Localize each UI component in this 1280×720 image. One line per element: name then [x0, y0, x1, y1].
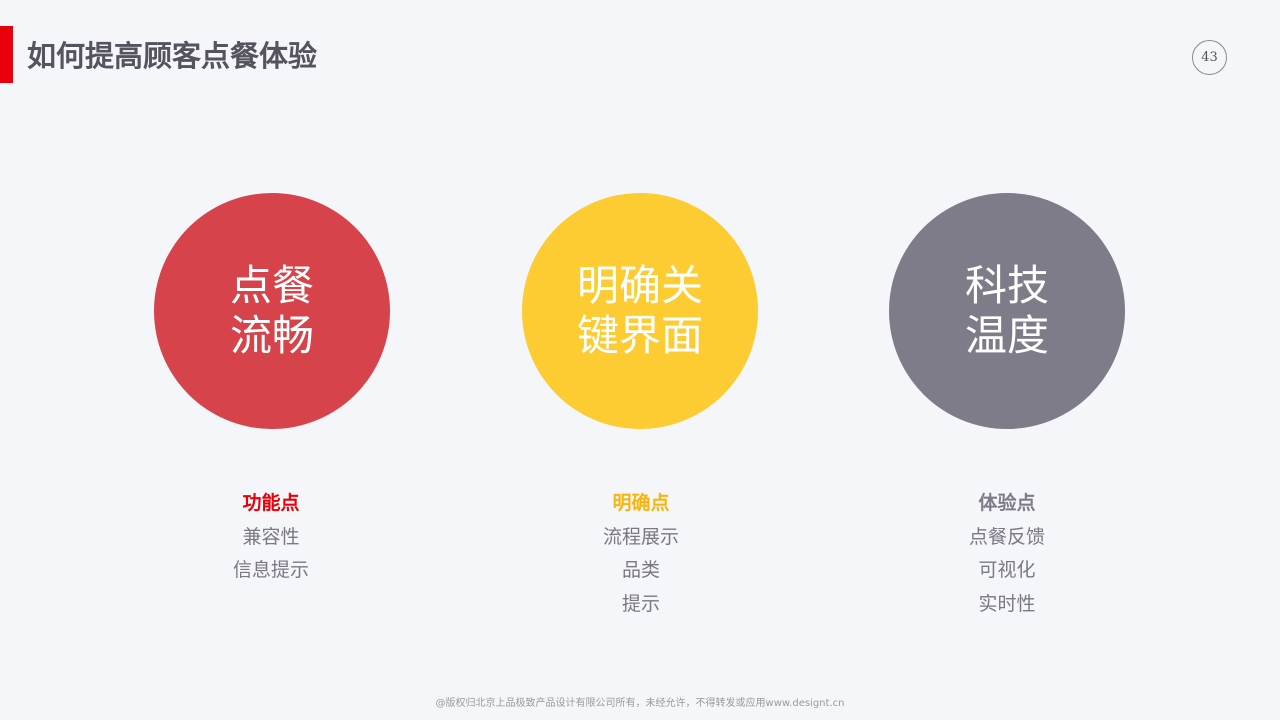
list-item: 可视化 — [978, 559, 1036, 581]
circle-pillar-1: 点餐 流畅 — [154, 193, 390, 429]
list-item: 兼容性 — [242, 525, 300, 548]
copyright-footer: @版权归北京上品极致产品设计有限公司所有，未经允许，不得转发或应用www.des… — [435, 698, 845, 709]
list-heading: 功能点 — [242, 492, 300, 514]
page-title: 如何提高顾客点餐体验 — [27, 39, 318, 73]
circle-text: 点餐 — [229, 261, 314, 310]
circle-text: 科技 — [964, 261, 1049, 310]
circle-text: 温度 — [964, 311, 1049, 360]
list-item: 信息提示 — [232, 559, 309, 581]
circle-pillar-2: 明确关 键界面 — [522, 193, 758, 429]
list-heading: 体验点 — [978, 492, 1036, 514]
list-item: 流程展示 — [602, 525, 679, 548]
circle-text: 流畅 — [229, 311, 314, 360]
pillar-2-list: 明确点 流程展示 品类 提示 — [521, 487, 761, 621]
circle-text: 键界面 — [576, 311, 703, 360]
list-item: 点餐反馈 — [968, 525, 1045, 548]
list-item: 实时性 — [978, 592, 1036, 615]
title-accent-bar — [0, 26, 13, 83]
page-number: 43 — [1192, 40, 1227, 75]
circle-text: 明确关 — [576, 261, 703, 310]
list-heading: 明确点 — [612, 492, 670, 514]
pillar-3-list: 体验点 点餐反馈 可视化 实时性 — [887, 487, 1127, 621]
list-item: 品类 — [621, 559, 660, 581]
list-item: 提示 — [621, 592, 660, 615]
pillar-1-list: 功能点 兼容性 信息提示 — [151, 487, 391, 588]
circle-pillar-3: 科技 温度 — [889, 193, 1125, 429]
